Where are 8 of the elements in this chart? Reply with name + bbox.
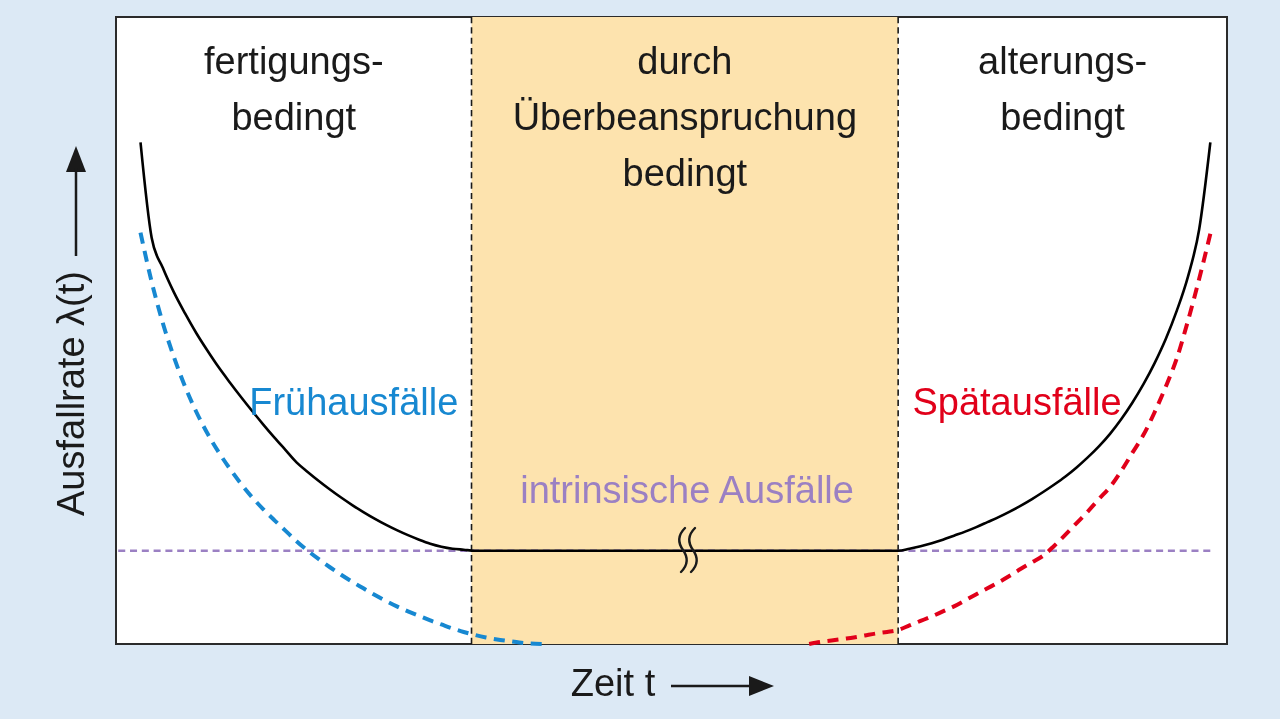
series-label: intrinsische Ausfälle	[520, 468, 854, 511]
x-axis-title: Zeit t	[570, 661, 656, 704]
annotation: durch Überbeanspruchung bedingt	[512, 40, 858, 194]
series-label: Spätausfälle	[912, 381, 1122, 424]
text: fertigungs- bedingt	[203, 40, 384, 138]
text: alterungs- bedingt	[978, 40, 1148, 138]
y-axis-title: Ausfallrate λ(t)	[49, 271, 92, 516]
series-label: Frühausfälle	[249, 381, 459, 424]
